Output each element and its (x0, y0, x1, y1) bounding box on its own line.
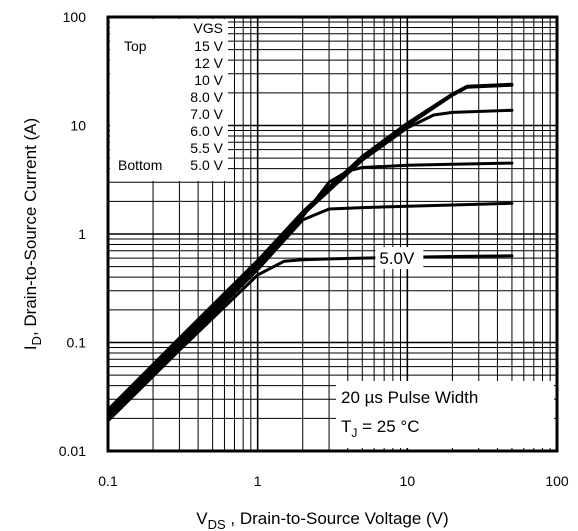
annotation-line-2: TJ = 25 °C (341, 417, 419, 440)
x-tick-label: 0.1 (98, 473, 118, 489)
tick-labels: 0.1 1 10 100 0.01 0.1 1 10 100 (59, 9, 569, 489)
legend: VGS Top 15 V12 V10 V8.0 V7.0 V6.0 V5.5 V Bo… (118, 20, 224, 173)
x-axis-label: VDS , Drain-to-Source Voltage (V) (196, 509, 448, 531)
x-tick-label: 10 (400, 473, 416, 489)
legend-entry-value: 5.5 V (190, 140, 223, 156)
legend-box (110, 19, 228, 181)
legend-entry-value: 10 V (194, 72, 223, 88)
series-line-6 (106, 82, 514, 412)
x-tick-label: 1 (254, 473, 262, 489)
annotation: 20 µs Pulse Width TJ = 25 °C (341, 388, 478, 440)
y-tick-label: 0.01 (59, 443, 86, 459)
legend-entry-value: 6.0 V (190, 123, 223, 139)
y-axis-label: ID, Drain-to-Source Current (A) (21, 118, 44, 350)
y-tick-label: 0.1 (67, 335, 87, 351)
plot-frame (106, 15, 559, 453)
legend-entry-value: 15 V (194, 38, 223, 54)
curve-label: 5.0V (379, 249, 415, 268)
curves: 5.0V (106, 82, 514, 423)
curve-label-bg (375, 247, 424, 270)
legend-entry-prefix: Top (124, 38, 147, 54)
series-line-2 (106, 201, 514, 420)
annotation-line-1: 20 µs Pulse Width (341, 388, 478, 407)
legend-entry-value: 5.0 V (190, 157, 223, 173)
legend-entry-prefix: Bottom (118, 157, 162, 173)
legend-entry-value: 12 V (194, 55, 223, 71)
legend-header: VGS (193, 20, 223, 36)
y-tick-label: 1 (78, 226, 86, 242)
annotation-box (336, 381, 554, 448)
legend-entry-value: 8.0 V (190, 89, 223, 105)
y-tick-label: 10 (70, 118, 86, 134)
series-line-1 (106, 254, 514, 423)
y-tick-label: 100 (63, 9, 87, 25)
x-tick-label: 100 (545, 473, 569, 489)
legend-entry-value: 7.0 V (190, 106, 223, 122)
